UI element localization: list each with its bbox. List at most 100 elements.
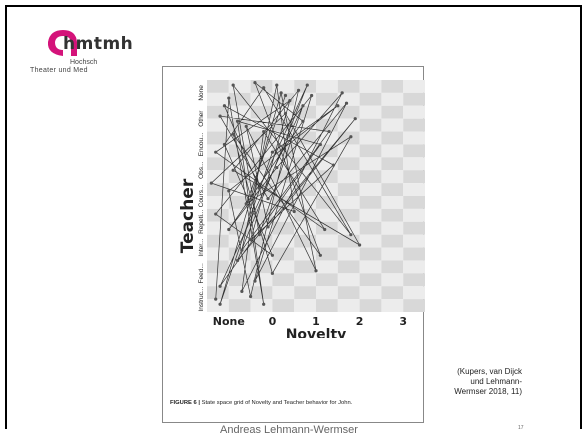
- checkerboard-grid: [207, 80, 425, 312]
- grid-cell: [337, 170, 360, 184]
- grid-cell: [337, 118, 360, 132]
- trajectory-point: [231, 168, 235, 172]
- grid-cell: [359, 170, 382, 184]
- grid-cell: [316, 260, 338, 274]
- trajectory-point: [270, 253, 274, 257]
- trajectory-point: [227, 96, 231, 100]
- trajectory-point: [262, 129, 266, 134]
- grid-cell: [359, 183, 382, 196]
- trajectory-point: [257, 233, 261, 237]
- grid-cell: [403, 260, 425, 274]
- grid-cell: [359, 234, 382, 248]
- grid-cell: [207, 105, 229, 119]
- grid-cell: [403, 273, 425, 287]
- trajectory-point: [283, 111, 288, 116]
- grid-cell: [272, 286, 295, 300]
- trajectory-point: [249, 238, 253, 242]
- y-axis-label: Teacher: [179, 178, 198, 253]
- trajectory-point: [227, 189, 231, 193]
- trajectory-point: [209, 181, 213, 185]
- grid-cell: [337, 157, 360, 171]
- grid-cell: [228, 80, 251, 93]
- grid-cell: [403, 80, 425, 93]
- x-tick-label: 3: [399, 315, 407, 328]
- grid-cell: [381, 157, 404, 171]
- grid-cell: [207, 221, 229, 235]
- grid-cell: [207, 247, 229, 261]
- trajectory-point: [253, 279, 257, 283]
- trajectory-points: [209, 80, 362, 306]
- trajectory-point: [227, 227, 231, 232]
- grid-cell: [337, 299, 360, 312]
- state-space-grid-chart: Instruc... Feed... Inter... Repeti... Cours.…: [179, 80, 425, 338]
- grid-cell: [207, 196, 229, 209]
- page-number: 17: [518, 425, 524, 431]
- grid-cell: [359, 157, 382, 171]
- trajectory-point: [310, 93, 314, 98]
- trajectory-point: [231, 83, 235, 87]
- trajectory-point: [253, 80, 257, 85]
- grid-cell: [207, 131, 229, 145]
- grid-cell: [272, 273, 295, 287]
- x-tick-label: 1: [312, 315, 320, 328]
- trajectory-point: [349, 135, 353, 139]
- figure-caption-text: State space grid of Novelty and Teacher …: [199, 400, 353, 406]
- grid-cell: [337, 260, 360, 274]
- grid-cell: [381, 92, 404, 106]
- trajectory-point: [240, 289, 244, 293]
- trajectory-point: [266, 225, 270, 229]
- grid-cell: [337, 273, 360, 287]
- trajectory-point: [353, 117, 357, 121]
- trajectory-point: [244, 124, 248, 128]
- grid-cell: [316, 80, 338, 93]
- grid-cell: [316, 144, 338, 158]
- grid-cell: [294, 118, 316, 132]
- grid-cell: [403, 183, 425, 196]
- grid-cell: [316, 273, 338, 287]
- grid-cell: [337, 144, 360, 158]
- grid-cell: [359, 299, 382, 312]
- grid-cell: [228, 273, 251, 287]
- grid-cell: [228, 234, 251, 248]
- grid-cell: [250, 299, 273, 312]
- trajectory-point: [244, 202, 248, 206]
- grid-cell: [381, 131, 404, 145]
- grid-cell: [272, 299, 295, 312]
- trajectory-point: [222, 142, 227, 147]
- trajectory-point: [257, 186, 261, 190]
- trajectory-point: [318, 253, 322, 257]
- trajectory-point: [222, 104, 227, 108]
- grid-cell: [250, 105, 273, 119]
- grid-cell: [381, 286, 404, 300]
- grid-cell: [359, 118, 382, 132]
- grid-cell: [359, 221, 382, 235]
- grid-cell: [316, 247, 338, 261]
- grid-cell: [381, 299, 404, 312]
- grid-cell: [337, 196, 360, 209]
- grid-cell: [381, 170, 404, 184]
- y-tick-label: Inter...: [198, 238, 205, 256]
- grid-cell: [316, 208, 338, 222]
- grid-cell: [294, 234, 316, 248]
- grid-cell: [294, 286, 316, 300]
- grid-cell: [316, 105, 338, 119]
- grid-cell: [359, 144, 382, 158]
- y-tick-label: None: [198, 85, 205, 101]
- trajectory-point: [296, 88, 301, 92]
- trajectory-point: [305, 83, 309, 87]
- grid-cell: [403, 105, 425, 119]
- grid-cell: [316, 234, 338, 248]
- grid-cell: [228, 144, 251, 158]
- grid-cell: [403, 131, 425, 145]
- grid-cell: [272, 260, 295, 274]
- grid-cell: [359, 131, 382, 145]
- grid-cell: [359, 105, 382, 119]
- grid-cell: [250, 144, 273, 158]
- trajectory-point: [323, 227, 327, 232]
- grid-cell: [403, 208, 425, 222]
- grid-cell: [337, 80, 360, 93]
- grid-cell: [381, 247, 404, 261]
- grid-cell: [381, 105, 404, 119]
- grid-cell: [337, 221, 360, 235]
- grid-cell: [316, 92, 338, 106]
